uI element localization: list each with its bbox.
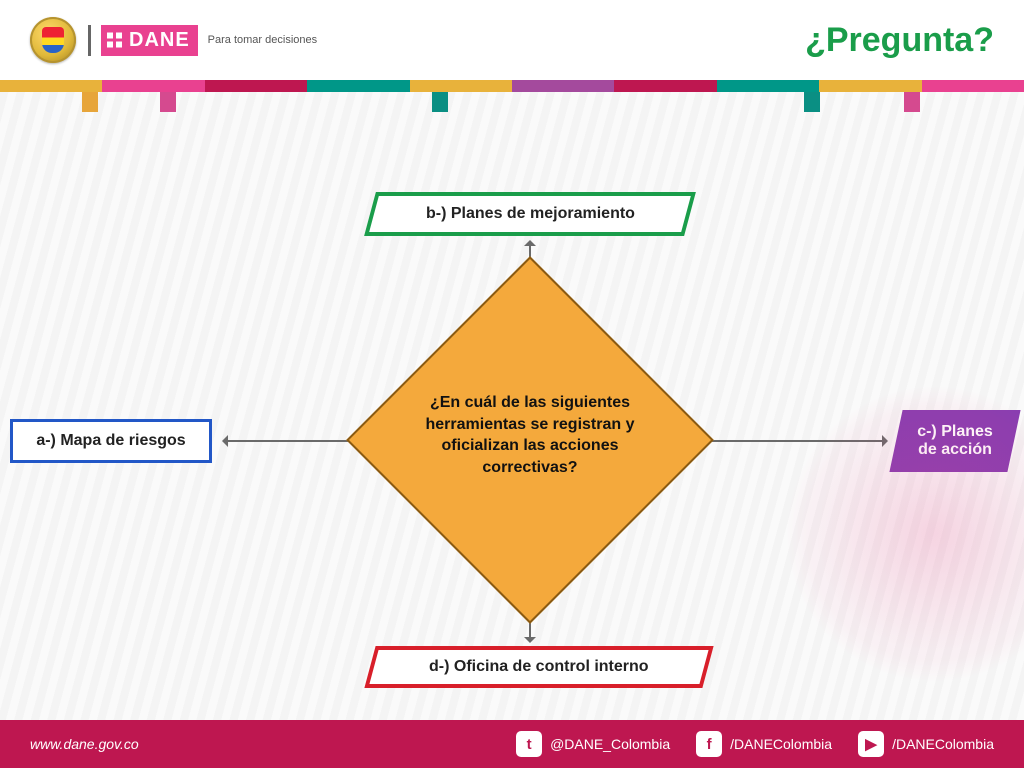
youtube-icon: ▶ <box>858 731 884 757</box>
logo-group: DANE Para tomar decisiones <box>30 17 317 63</box>
dane-tagline: Para tomar decisiones <box>208 34 317 46</box>
page-title: ¿Pregunta? <box>805 21 994 60</box>
option-b: b-) Planes de mejoramiento <box>364 192 696 236</box>
diagram-area: ¿En cuál de las siguientes herramientas … <box>0 114 1024 722</box>
option-a-label: a-) Mapa de riesgos <box>36 432 185 450</box>
dane-logo: DANE Para tomar decisiones <box>88 25 317 56</box>
center-question: ¿En cuál de las siguientes herramientas … <box>400 392 660 478</box>
colorbar-segment <box>819 80 921 92</box>
color-tab <box>904 92 920 112</box>
color-tab <box>160 92 176 112</box>
colorbar-segment <box>922 80 1024 92</box>
youtube-handle: /DANEColombia <box>892 736 994 752</box>
option-d: d-) Oficina de control interno <box>364 646 713 688</box>
youtube-link[interactable]: ▶ /DANEColombia <box>858 731 994 757</box>
option-d-label: d-) Oficina de control interno <box>429 658 649 676</box>
color-tab <box>432 92 448 112</box>
footer: www.dane.gov.co t @DANE_Colombia f /DANE… <box>0 720 1024 768</box>
colorbar-segment <box>717 80 819 92</box>
facebook-link[interactable]: f /DANEColombia <box>696 731 832 757</box>
color-tabs <box>0 92 1024 114</box>
color-bar <box>0 80 1024 92</box>
color-tab <box>82 92 98 112</box>
colorbar-segment <box>512 80 614 92</box>
dane-badge: DANE <box>101 25 198 56</box>
header: DANE Para tomar decisiones ¿Pregunta? <box>0 0 1024 80</box>
option-a: a-) Mapa de riesgos <box>10 419 212 463</box>
colorbar-segment <box>102 80 204 92</box>
facebook-icon: f <box>696 731 722 757</box>
option-b-label: b-) Planes de mejoramiento <box>426 205 635 223</box>
colorbar-segment <box>410 80 512 92</box>
footer-url: www.dane.gov.co <box>30 736 139 752</box>
colorbar-segment <box>614 80 716 92</box>
twitter-link[interactable]: t @DANE_Colombia <box>516 731 670 757</box>
colorbar-segment <box>0 80 102 92</box>
colombia-shield-icon <box>30 17 76 63</box>
colorbar-segment <box>205 80 307 92</box>
watermark-circles <box>784 384 1024 684</box>
facebook-handle: /DANEColombia <box>730 736 832 752</box>
dane-logo-text: DANE <box>129 29 190 51</box>
colorbar-segment <box>307 80 409 92</box>
social-links: t @DANE_Colombia f /DANEColombia ▶ /DANE… <box>516 731 994 757</box>
twitter-handle: @DANE_Colombia <box>550 736 670 752</box>
color-tab <box>804 92 820 112</box>
twitter-icon: t <box>516 731 542 757</box>
